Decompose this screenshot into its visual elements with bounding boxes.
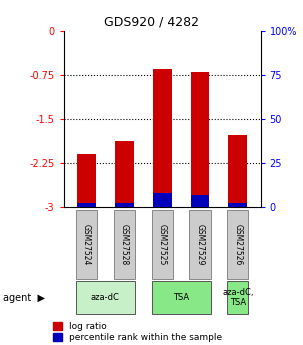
Bar: [153, 193, 171, 207]
Bar: [228, 135, 247, 207]
Text: GSM27526: GSM27526: [233, 224, 242, 266]
Text: TSA: TSA: [173, 293, 189, 302]
Text: aza-dC,
TSA: aza-dC, TSA: [222, 288, 254, 307]
Text: GSM27528: GSM27528: [120, 224, 129, 266]
Bar: [114, 210, 135, 279]
Bar: [77, 203, 96, 207]
Bar: [152, 210, 173, 279]
Bar: [191, 72, 209, 207]
Bar: [76, 210, 97, 279]
Text: agent  ▶: agent ▶: [3, 293, 45, 303]
Bar: [77, 154, 96, 207]
Bar: [76, 281, 135, 314]
Bar: [153, 69, 171, 207]
Legend: log ratio, percentile rank within the sample: log ratio, percentile rank within the sa…: [53, 322, 222, 342]
Text: GDS920 / 4282: GDS920 / 4282: [104, 16, 199, 29]
Text: GSM27525: GSM27525: [158, 224, 167, 266]
Bar: [115, 203, 134, 207]
Bar: [227, 281, 248, 314]
Text: aza-dC: aza-dC: [91, 293, 120, 302]
Bar: [227, 210, 248, 279]
Bar: [115, 141, 134, 207]
Text: GSM27524: GSM27524: [82, 224, 91, 266]
Bar: [152, 281, 211, 314]
Bar: [228, 203, 247, 207]
Bar: [191, 195, 209, 207]
Bar: [189, 210, 211, 279]
Text: GSM27529: GSM27529: [195, 224, 205, 266]
